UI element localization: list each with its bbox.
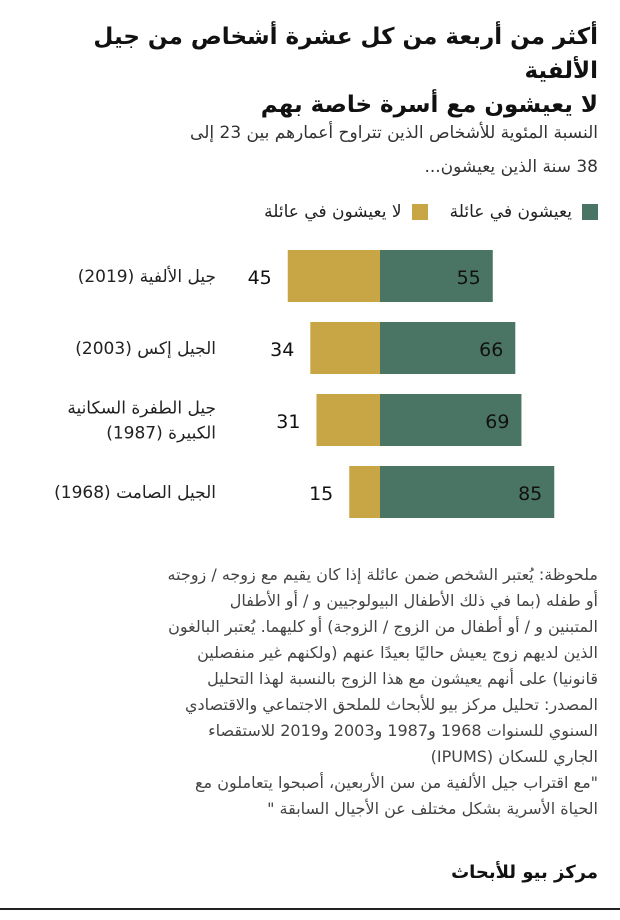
legend-swatch-not-living [411, 204, 428, 220]
quote-line: "مع اقتراب جيل الألفية من سن الأربعين، أ… [195, 773, 598, 792]
bar-not-living-with-family [287, 250, 380, 302]
value-label-living: 66 [479, 339, 503, 361]
category-label: جيل الطفرة السكانية [67, 399, 216, 419]
chart-subtitle: النسبة المئوية للأشخاص الذين تتراوح أعما… [22, 116, 598, 184]
bar-living-with-family [380, 322, 516, 374]
bar-living-with-family [380, 250, 493, 302]
bar-living-with-family [380, 466, 555, 518]
source-line: السنوي للسنوات 1968 و1987 و2003 و2019 لل… [208, 721, 598, 740]
note-line: أو طفله (بما في ذلك الأطفال البيولوجيين … [229, 591, 598, 610]
bar-not-living-with-family [316, 394, 380, 446]
legend-item-not-living: لا يعيشون في عائلة [264, 202, 428, 222]
notes-section: ملحوظة: يُعتبر الشخص ضمن عائلة إذا كان ي… [22, 562, 598, 822]
note-line: قانونيا) على أنهم يعيشون مع هذا الزوج با… [207, 669, 598, 688]
note-line: ملحوظة: يُعتبر الشخص ضمن عائلة إذا كان ي… [167, 565, 598, 584]
category-label: جيل الألفية (2019) [78, 266, 216, 287]
title-line-2: لا يعيشون مع أسرة خاصة بهم [260, 92, 598, 118]
note-line: الذين لديهم زوج يعيش حاليًا بعيدًا عنهم … [197, 643, 598, 662]
value-label-not-living: 45 [248, 267, 272, 289]
chart-title: أكثر من أربعة من كل عشرة أشخاص من جيل ال… [22, 20, 598, 122]
note-line: المتبنين و / أو أطفال من الزوج / الزوجة)… [168, 617, 598, 636]
bar-not-living-with-family [349, 466, 380, 518]
category-label: الجيل الصامت (1968) [54, 483, 216, 503]
legend-swatch-living [582, 204, 598, 220]
value-label-not-living: 34 [270, 339, 294, 361]
category-label: الجيل إكس (2003) [75, 339, 216, 359]
value-label-living: 85 [518, 483, 542, 505]
value-label-not-living: 31 [276, 411, 300, 433]
quote-line: الحياة الأسرية بشكل مختلف عن الأجيال الس… [267, 799, 598, 818]
quote-text: "مع اقتراب جيل الألفية من سن الأربعين، أ… [22, 770, 598, 822]
bottom-divider [0, 908, 620, 910]
stacked-bar-chart: 55 45 جيل الألفية (2019) 66 34 الجيل إكس (200… [54, 250, 555, 518]
source-text: المصدر: تحليل مركز بيو للأبحاث للملحق ال… [22, 692, 598, 770]
source-line: الجاري للسكان (IPUMS) [430, 747, 598, 766]
legend-item-living: يعيشون في عائلة [450, 202, 598, 222]
value-label-living: 69 [485, 411, 509, 433]
value-label-living: 55 [457, 267, 481, 289]
bar-not-living-with-family [310, 322, 380, 374]
value-label-not-living: 15 [309, 483, 333, 505]
bar-living-with-family [380, 394, 522, 446]
subtitle-line-2: 38 سنة الذين يعيشون... [424, 157, 598, 177]
pew-logo-text: مركز بيو للأبحاث [451, 862, 598, 883]
title-line-1: أكثر من أربعة من كل عشرة أشخاص من جيل ال… [93, 24, 598, 84]
legend-label-not-living: لا يعيشون في عائلة [264, 202, 402, 222]
subtitle-line-1: النسبة المئوية للأشخاص الذين تتراوح أعما… [190, 123, 598, 143]
legend-label-living: يعيشون في عائلة [449, 202, 572, 222]
note-text: ملحوظة: يُعتبر الشخص ضمن عائلة إذا كان ي… [22, 562, 598, 692]
legend: يعيشون في عائلة لا يعيشون في عائلة [22, 198, 598, 226]
source-line: المصدر: تحليل مركز بيو للأبحاث للملحق ال… [185, 695, 598, 714]
category-label: الكبيرة (1987) [106, 424, 216, 444]
